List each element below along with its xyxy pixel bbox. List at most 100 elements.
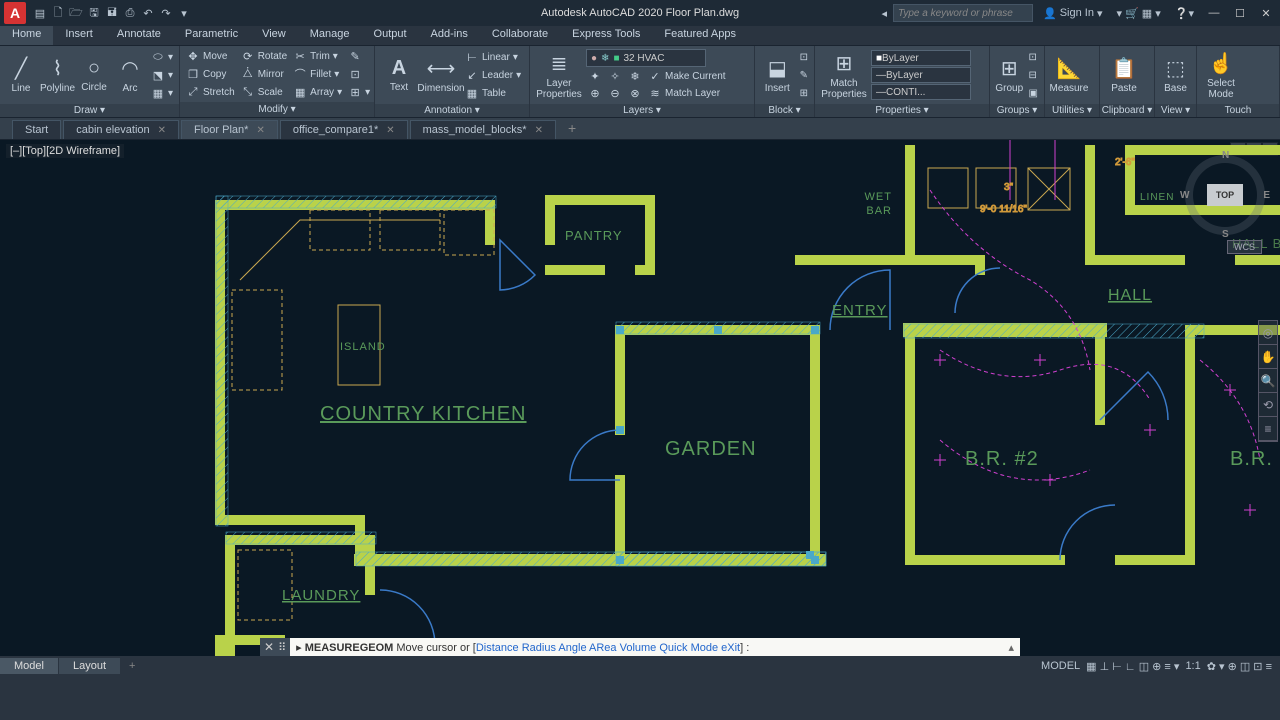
modify-ex3[interactable]: ⊞▾ xyxy=(346,84,372,100)
stretch-button[interactable]: ⤢Stretch xyxy=(184,84,237,100)
viewcube-face[interactable]: TOP xyxy=(1207,184,1243,206)
panel-clip-title[interactable]: Clipboard ▾ xyxy=(1100,104,1154,117)
leader-button[interactable]: ↙Leader ▾ xyxy=(463,67,523,83)
panel-block-title[interactable]: Block ▾ xyxy=(755,104,814,117)
viewcube-s[interactable]: S xyxy=(1222,229,1229,240)
group-button[interactable]: ⊞Group xyxy=(994,48,1025,102)
status-icons[interactable]: ▦ ⊥ ⊢ ∟ ◫ ⊕ ≡ ▾ xyxy=(1086,660,1179,673)
status-scale[interactable]: 1:1 xyxy=(1185,660,1200,672)
line-button[interactable]: ╱Line xyxy=(4,48,38,102)
draw-more2[interactable]: ⬔▾ xyxy=(149,67,175,83)
close-icon[interactable]: ✕ xyxy=(256,125,264,136)
block-ex3[interactable]: ⊞ xyxy=(798,85,810,101)
doctab-start[interactable]: Start xyxy=(12,120,61,139)
app-logo[interactable]: A xyxy=(4,2,26,24)
block-ex1[interactable]: ⊡ xyxy=(798,49,810,65)
linetype-dropdown[interactable]: — CONTI... xyxy=(871,84,971,100)
tab-insert[interactable]: Insert xyxy=(53,26,105,45)
qat-saveas-icon[interactable]: 🖬 xyxy=(104,5,120,21)
mirror-button[interactable]: ⧊Mirror xyxy=(239,66,289,82)
table-button[interactable]: ▦Table xyxy=(463,85,523,101)
rotate-button[interactable]: ⟳Rotate xyxy=(239,48,289,64)
layer-btn1[interactable]: ✦ xyxy=(586,68,604,84)
tab-add-ins[interactable]: Add-ins xyxy=(419,26,480,45)
circle-button[interactable]: ○Circle xyxy=(77,48,111,102)
move-button[interactable]: ✥Move xyxy=(184,48,237,64)
polyline-button[interactable]: ⌇Polyline xyxy=(40,48,75,102)
mltab-layout[interactable]: Layout xyxy=(59,658,120,674)
g2[interactable]: ⊟ xyxy=(1027,67,1040,83)
doctab-office-compare1-[interactable]: office_compare1*✕ xyxy=(280,120,408,139)
layer-btn3[interactable]: ❄ xyxy=(626,68,644,84)
panel-props-title[interactable]: Properties ▾ xyxy=(815,104,989,117)
array-button[interactable]: ▦Array ▾ xyxy=(291,84,344,100)
tab-express-tools[interactable]: Express Tools xyxy=(560,26,652,45)
layer-dropdown[interactable]: ●❄■32 HVAC xyxy=(586,49,706,67)
panel-view-title[interactable]: View ▾ xyxy=(1155,104,1196,117)
cmd-handle-icon[interactable]: ⠿ xyxy=(278,641,286,654)
makecurrent-button[interactable]: ✓Make Current xyxy=(646,68,728,84)
panel-util-title[interactable]: Utilities ▾ xyxy=(1045,104,1099,117)
arc-button[interactable]: ◠Arc xyxy=(113,48,147,102)
draw-more1[interactable]: ⬭▾ xyxy=(149,49,175,65)
insert-button[interactable]: ⬓Insert xyxy=(759,48,796,102)
status-more[interactable]: ✿ ▾ ⊕ ◫ ⊡ ≡ xyxy=(1207,660,1272,673)
qat-plot-icon[interactable]: ⎙ xyxy=(122,5,138,21)
tab-collaborate[interactable]: Collaborate xyxy=(480,26,560,45)
mltab-new[interactable]: + xyxy=(121,658,143,674)
qat-open-icon[interactable]: 🗁 xyxy=(68,5,84,21)
selectmode-button[interactable]: ☝Select Mode xyxy=(1201,48,1241,102)
matchprops-button[interactable]: ⊞Match Properties xyxy=(819,48,869,102)
panel-touch-title[interactable]: Touch xyxy=(1197,104,1279,117)
doctab-cabin-elevation[interactable]: cabin elevation✕ xyxy=(63,120,179,139)
qat-save-icon[interactable]: 🖫 xyxy=(86,5,102,21)
viewcube-n[interactable]: N xyxy=(1222,150,1229,161)
g1[interactable]: ⊡ xyxy=(1027,49,1040,65)
panel-ann-title[interactable]: Annotation ▾ xyxy=(375,104,529,117)
block-ex2[interactable]: ✎ xyxy=(798,67,810,83)
tab-parametric[interactable]: Parametric xyxy=(173,26,250,45)
layer-btn6[interactable]: ⊗ xyxy=(626,85,644,101)
nav-orbit-icon[interactable]: ⟲ xyxy=(1259,393,1277,417)
paste-button[interactable]: 📋Paste xyxy=(1104,48,1144,102)
viewcube-e[interactable]: E xyxy=(1263,190,1270,201)
tab-manage[interactable]: Manage xyxy=(298,26,362,45)
nav-wheel-icon[interactable]: ◎ xyxy=(1259,321,1277,345)
base-button[interactable]: ⬚Base xyxy=(1159,48,1192,102)
drawing-canvas[interactable]: [–][Top][2D Wireframe] — ☐ ✕ PANTRYISLAN… xyxy=(0,140,1280,676)
panel-layers-title[interactable]: Layers ▾ xyxy=(530,104,754,117)
viewcube[interactable]: TOP N S E W xyxy=(1180,150,1270,240)
mltab-model[interactable]: Model xyxy=(0,658,58,674)
trim-button[interactable]: ✂Trim ▾ xyxy=(291,48,344,64)
command-text[interactable]: ▸ MEASUREGEOM Move cursor or [Distance R… xyxy=(290,641,1002,654)
linear-button[interactable]: ⊢Linear ▾ xyxy=(463,49,523,65)
command-line[interactable]: ✕ ⠿ ▸ MEASUREGEOM Move cursor or [Distanc… xyxy=(260,638,1020,656)
tab-featured-apps[interactable]: Featured Apps xyxy=(652,26,748,45)
doctab-new[interactable]: + xyxy=(558,117,586,139)
g3[interactable]: ▣ xyxy=(1027,85,1040,101)
tab-output[interactable]: Output xyxy=(362,26,419,45)
draw-more3[interactable]: ▦▾ xyxy=(149,85,175,101)
cmd-close-icon[interactable]: ✕ xyxy=(264,640,274,654)
nav-zoom-icon[interactable]: 🔍 xyxy=(1259,369,1277,393)
fillet-button[interactable]: ⌒Fillet ▾ xyxy=(291,66,344,82)
copy-button[interactable]: ❐Copy xyxy=(184,66,237,82)
doctab-floor-plan-[interactable]: Floor Plan*✕ xyxy=(181,120,278,139)
matchlayer-button[interactable]: ≋Match Layer xyxy=(646,85,722,101)
panel-draw-title[interactable]: Draw ▾ xyxy=(0,104,179,117)
qat-more-icon[interactable]: ▾ xyxy=(176,5,192,21)
text-button[interactable]: AText xyxy=(379,48,419,102)
qat-redo-icon[interactable]: ↷ xyxy=(158,5,174,21)
nav-pan-icon[interactable]: ✋ xyxy=(1259,345,1277,369)
qat-icon[interactable]: ▤ xyxy=(32,5,48,21)
layerprops-button[interactable]: ≣Layer Properties xyxy=(534,48,584,102)
modify-ex2[interactable]: ⊡ xyxy=(346,66,372,82)
panel-groups-title[interactable]: Groups ▾ xyxy=(990,104,1044,117)
color-dropdown[interactable]: ■ ByLayer xyxy=(871,50,971,66)
close-icon[interactable]: ✕ xyxy=(158,125,166,136)
qat-new-icon[interactable]: 🗋 xyxy=(50,5,66,21)
tab-home[interactable]: Home xyxy=(0,26,53,45)
close-button[interactable]: ✕ xyxy=(1256,5,1276,21)
scale-button[interactable]: ⤡Scale xyxy=(239,84,289,100)
signin-button[interactable]: 👤 Sign In ▾ xyxy=(1039,7,1106,20)
